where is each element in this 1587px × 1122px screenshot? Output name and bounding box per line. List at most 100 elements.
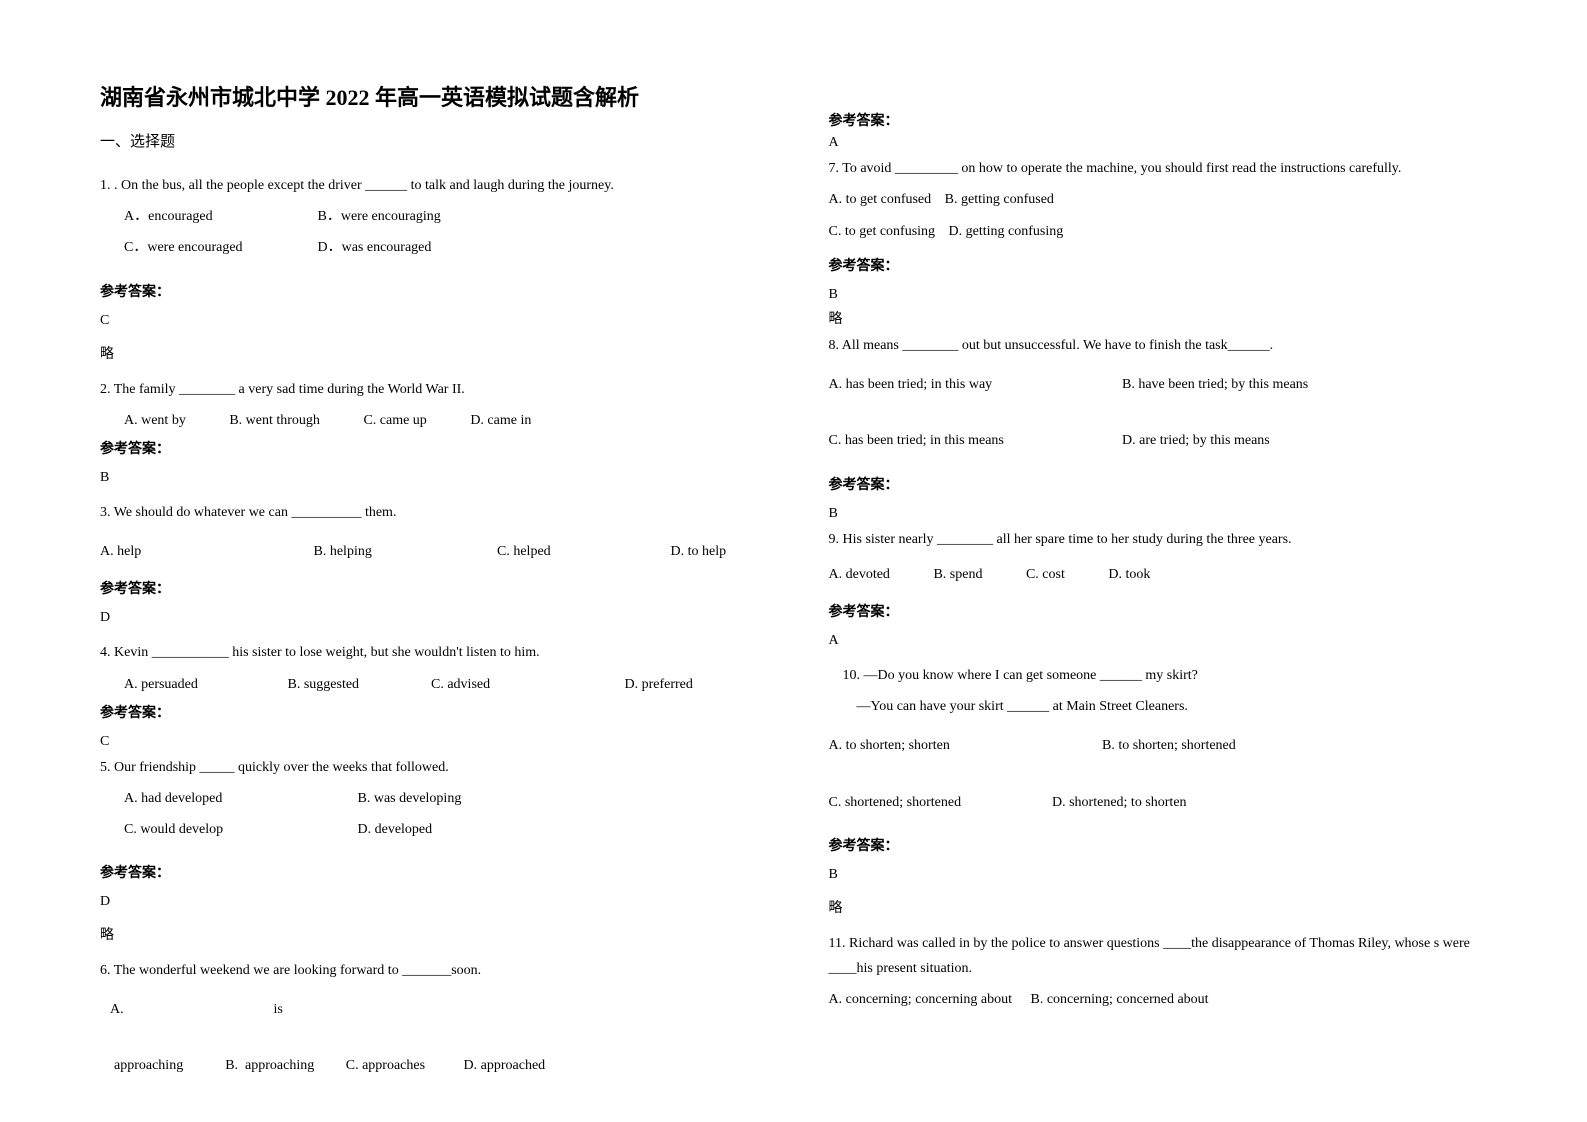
q11-opt-b: B. concerning; concerned about xyxy=(1031,987,1209,1012)
q6-row1: A. is xyxy=(110,1002,333,1017)
q5-note: 略 xyxy=(100,924,769,944)
q7-opt-b: B. getting confused xyxy=(945,187,1054,212)
q8-answer: B xyxy=(829,506,1498,522)
q6-answer-label: 参考答案： xyxy=(829,110,1498,130)
q6-opt-a-post: is xyxy=(274,997,283,1022)
q1-opt-d: D．was encouraged xyxy=(318,235,432,260)
q7-answer-label: 参考答案： xyxy=(829,255,1498,275)
q5-answer-label: 参考答案： xyxy=(100,862,769,882)
q10-opt-d: D. shortened; to shorten xyxy=(1052,790,1187,815)
q7-opt-a: A. to get confused xyxy=(829,187,932,212)
q6-opt-a-pre: A. xyxy=(110,997,220,1022)
q4-opt-a: A. persuaded xyxy=(124,672,244,697)
q10-stem2: —You can have your skirt ______ at Main … xyxy=(843,694,1498,719)
q8-answer-label: 参考答案： xyxy=(829,474,1498,494)
question-10: 10. —Do you know where I can get someone… xyxy=(829,663,1498,719)
q4-opt-b: B. suggested xyxy=(288,672,388,697)
q4-opt-c: C. advised xyxy=(431,672,581,697)
question-6-opts-row1: A. is xyxy=(100,997,769,1022)
question-7: 7. To avoid _________ on how to operate … xyxy=(829,156,1498,250)
q9-answer: A xyxy=(829,633,1498,649)
q9-answer-label: 参考答案： xyxy=(829,601,1498,621)
q3-answer: D xyxy=(100,610,769,626)
q7-stem: 7. To avoid _________ on how to operate … xyxy=(829,156,1498,181)
q4-answer: C xyxy=(100,734,769,750)
q11-stem: 11. Richard was called in by the police … xyxy=(829,931,1498,981)
q7-answer: B xyxy=(829,287,1498,303)
q10-answer: B xyxy=(829,867,1498,883)
q3-stem: 3. We should do whatever we can ________… xyxy=(100,500,769,525)
q10-opt-c: C. shortened; shortened xyxy=(829,790,1029,815)
q5-options: A. had developed B. was developing C. wo… xyxy=(100,786,769,848)
q9-opt-b: B. spend xyxy=(933,562,982,587)
q4-stem: 4. Kevin ___________ his sister to lose … xyxy=(100,640,769,665)
q9-options: A. devoted B. spend C. cost D. took xyxy=(829,562,1498,587)
q1-opt-b: B．were encouraging xyxy=(318,204,441,229)
q8-opt-a: A. has been tried; in this way xyxy=(829,372,1079,397)
q10-answer-label: 参考答案： xyxy=(829,835,1498,855)
q3-opt-c: C. helped xyxy=(497,539,627,564)
q6-stem: 6. The wonderful weekend we are looking … xyxy=(100,958,769,983)
q3-opt-d: D. to help xyxy=(671,539,727,564)
question-9: 9. His sister nearly ________ all her sp… xyxy=(829,527,1498,587)
question-4: 4. Kevin ___________ his sister to lose … xyxy=(100,640,769,696)
page-title: 湖南省永州市城北中学 2022 年高一英语模拟试题含解析 xyxy=(100,80,769,112)
q1-options: A．encouraged B．were encouraging C．were e… xyxy=(100,204,769,266)
q1-answer-label: 参考答案： xyxy=(100,281,769,301)
q7-options: A. to get confused B. getting confused C… xyxy=(829,187,1498,249)
q3-answer-label: 参考答案： xyxy=(100,578,769,598)
q8-opt-c: C. has been tried; in this means xyxy=(829,428,1079,453)
question-1: 1. . On the bus, all the people except t… xyxy=(100,173,769,267)
q1-answer: C xyxy=(100,313,769,329)
question-11: 11. Richard was called in by the police … xyxy=(829,931,1498,1013)
q4-answer-label: 参考答案： xyxy=(100,702,769,722)
q10-note: 略 xyxy=(829,897,1498,917)
q10-opt-a: A. to shorten; shorten xyxy=(829,733,1059,758)
q9-opt-d: D. took xyxy=(1108,562,1150,587)
question-3: 3. We should do whatever we can ________… xyxy=(100,500,769,564)
q2-opt-d: D. came in xyxy=(470,408,531,433)
q6-row2: approaching B. approaching C. approaches… xyxy=(114,1058,545,1073)
q5-opt-c: C. would develop xyxy=(124,817,314,842)
q2-opt-c: C. came up xyxy=(363,408,426,433)
question-8: 8. All means ________ out but unsuccessf… xyxy=(829,333,1498,460)
q10-opt-b: B. to shorten; shortened xyxy=(1102,733,1236,758)
q2-stem: 2. The family ________ a very sad time d… xyxy=(100,377,769,402)
q10-options: A. to shorten; shorten B. to shorten; sh… xyxy=(829,733,1498,821)
q2-answer-label: 参考答案： xyxy=(100,438,769,458)
q5-opt-b: B. was developing xyxy=(358,786,462,811)
exam-page: 湖南省永州市城北中学 2022 年高一英语模拟试题含解析 一、选择题 1. . … xyxy=(100,80,1497,1082)
q5-answer: D xyxy=(100,894,769,910)
q1-stem: 1. . On the bus, all the people except t… xyxy=(100,173,769,198)
q2-opt-b: B. went through xyxy=(229,408,320,433)
question-2: 2. The family ________ a very sad time d… xyxy=(100,377,769,433)
q1-opt-c: C．were encouraged xyxy=(124,235,274,260)
q11-opt-a: A. concerning; concerning about xyxy=(829,987,1013,1012)
q8-opt-b: B. have been tried; by this means xyxy=(1122,372,1308,397)
q9-opt-c: C. cost xyxy=(1026,562,1065,587)
q4-opt-d: D. preferred xyxy=(625,672,693,697)
q7-opt-c: C. to get confusing xyxy=(829,219,936,244)
q3-opt-a: A. help xyxy=(100,539,270,564)
q8-opt-d: D. are tried; by this means xyxy=(1122,428,1270,453)
q8-stem: 8. All means ________ out but unsuccessf… xyxy=(829,333,1498,358)
q2-opt-a: A. went by xyxy=(124,408,186,433)
q5-opt-a: A. had developed xyxy=(124,786,314,811)
q1-note: 略 xyxy=(100,343,769,363)
q8-options: A. has been tried; in this way B. have b… xyxy=(829,372,1498,460)
q5-stem: 5. Our friendship _____ quickly over the… xyxy=(100,755,769,780)
q1-opt-a: A．encouraged xyxy=(124,204,274,229)
q6-answer: A xyxy=(829,135,1498,151)
q11-options: A. concerning; concerning about B. conce… xyxy=(829,987,1498,1012)
q3-opt-b: B. helping xyxy=(314,539,454,564)
q2-answer: B xyxy=(100,470,769,486)
question-5: 5. Our friendship _____ quickly over the… xyxy=(100,755,769,849)
q5-opt-d: D. developed xyxy=(358,817,433,842)
q7-opt-d: D. getting confusing xyxy=(949,219,1064,244)
section-header: 一、选择题 xyxy=(100,130,769,151)
question-6-stem: 6. The wonderful weekend we are looking … xyxy=(100,958,769,983)
q7-note: 略 xyxy=(829,308,1498,328)
q9-opt-a: A. devoted xyxy=(829,562,890,587)
q2-options: A. went by B. went through C. came up D.… xyxy=(100,408,769,433)
q10-stem1: 10. —Do you know where I can get someone… xyxy=(843,663,1498,688)
